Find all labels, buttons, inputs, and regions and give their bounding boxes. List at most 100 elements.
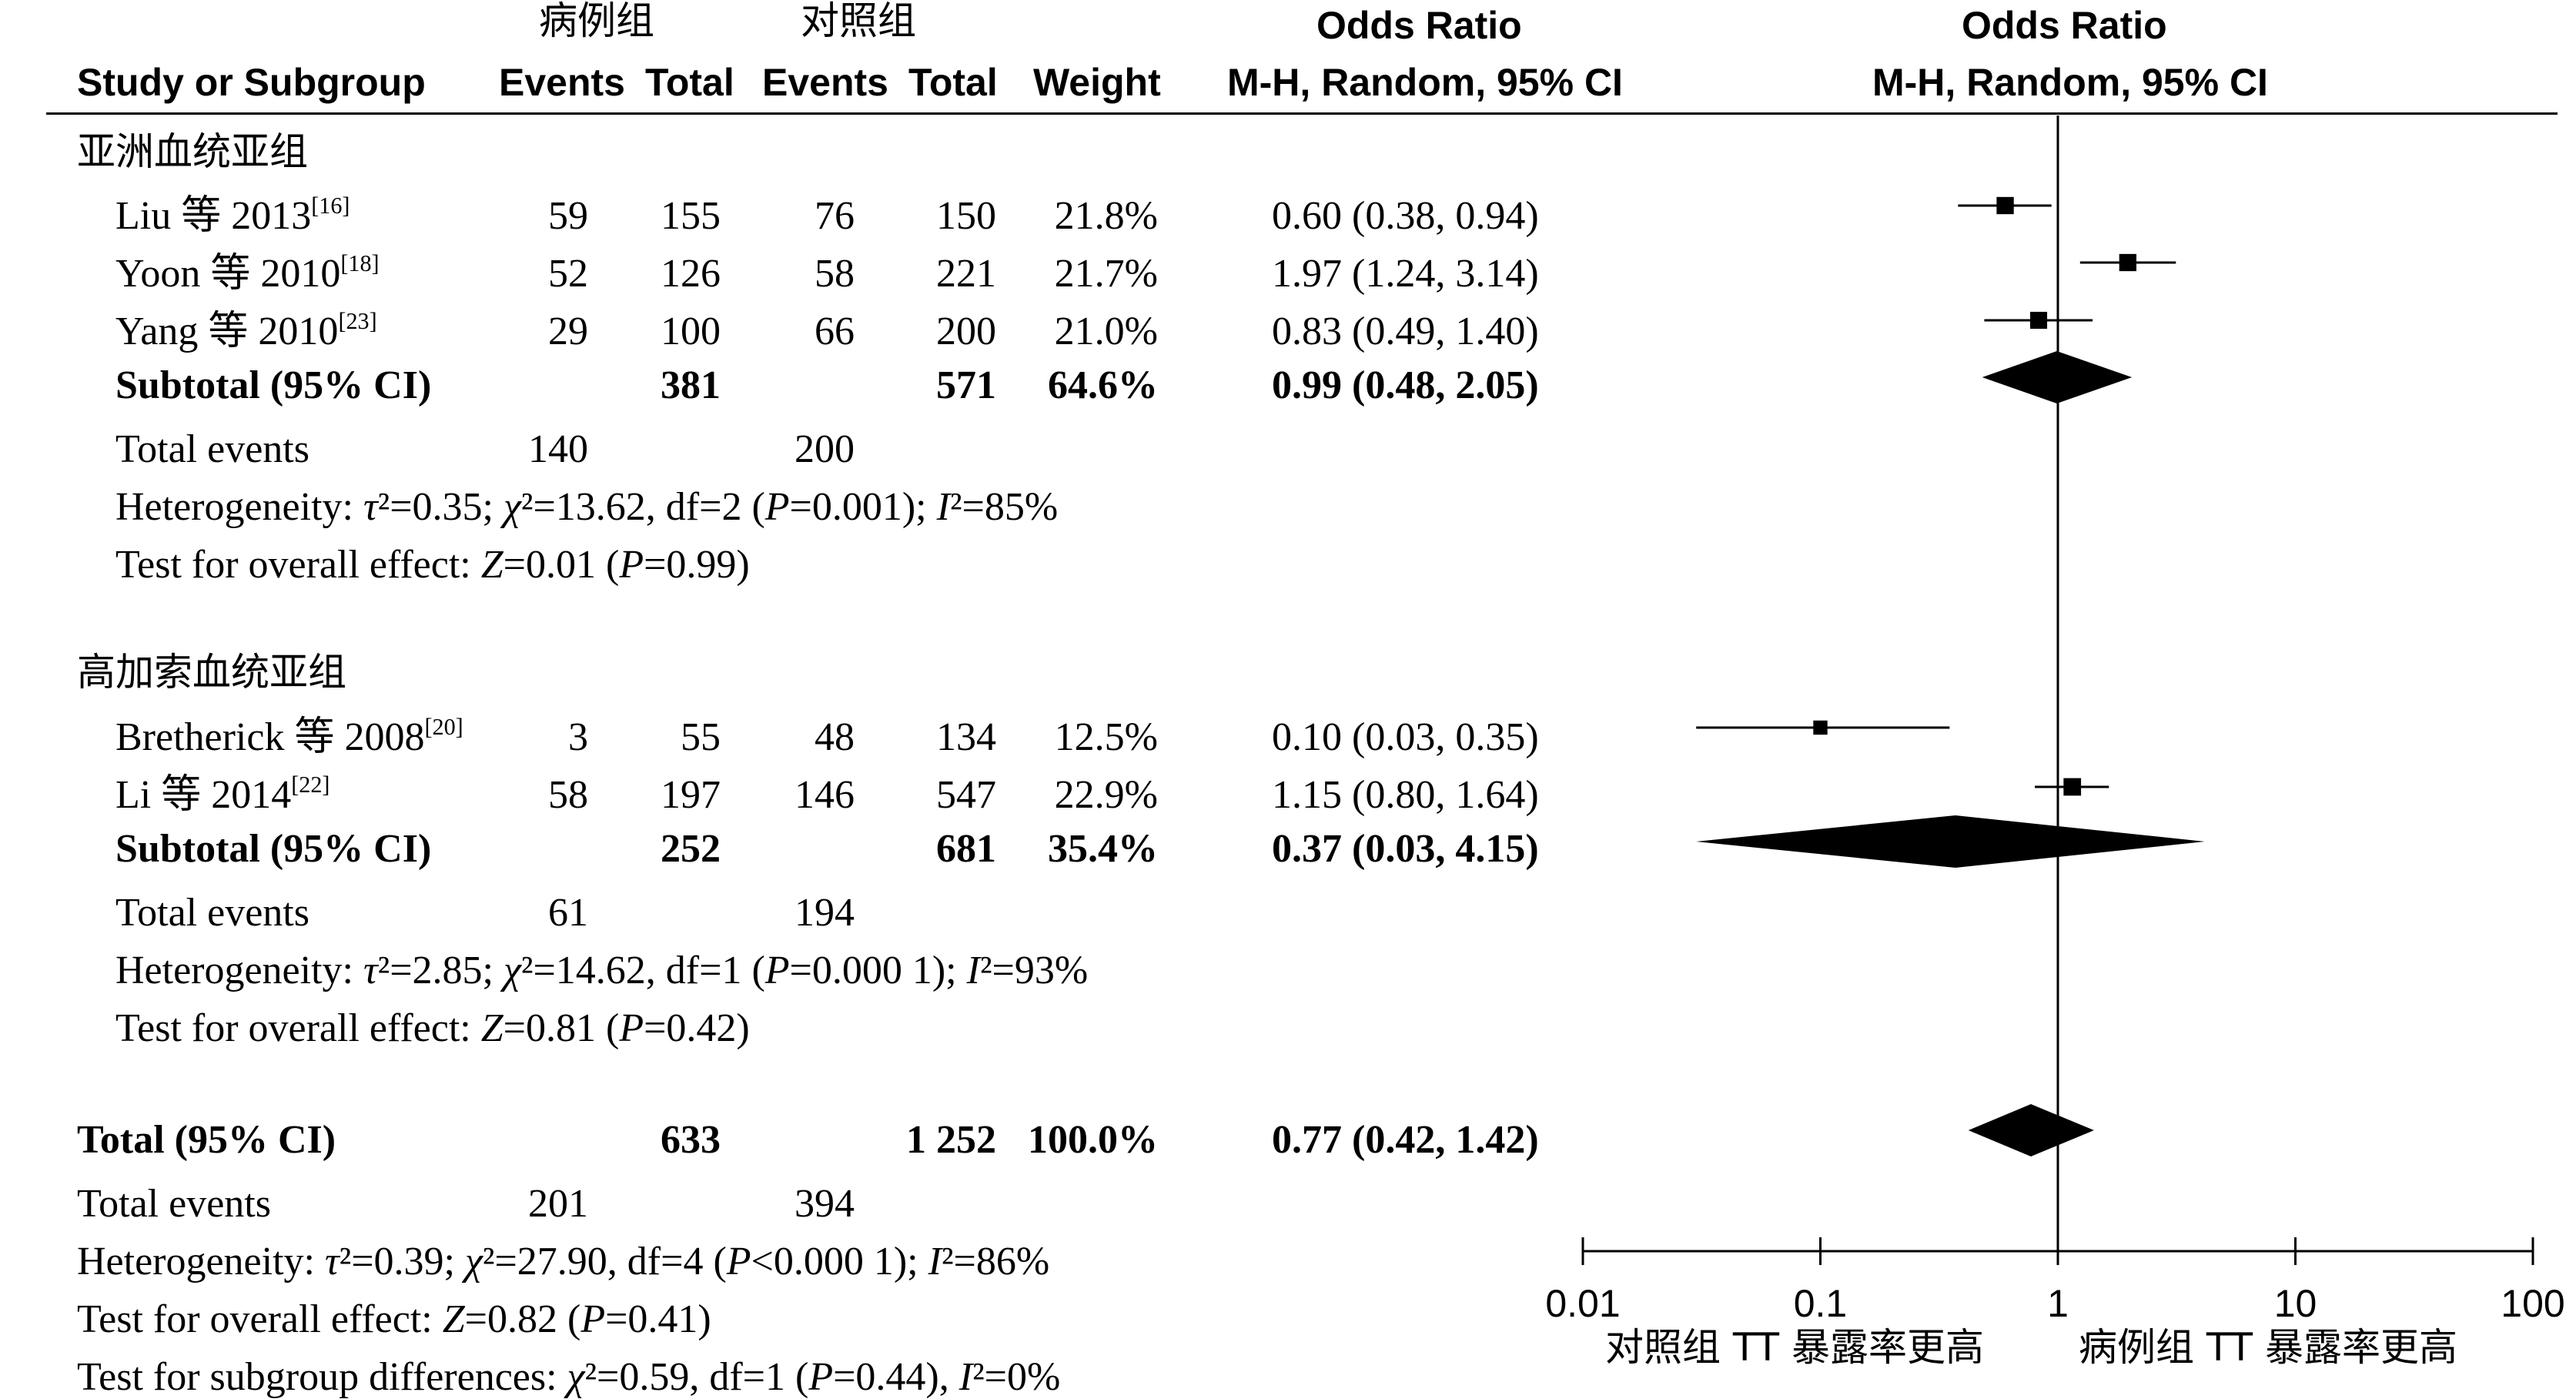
case-total-header: Total — [645, 61, 734, 104]
or-ci: 0.83 (0.49, 1.40) — [1272, 310, 1539, 353]
ctrl-events: 76 — [815, 194, 855, 238]
subtotal-weight: 35.4% — [1048, 827, 1158, 871]
subtotal-or-ci: 0.99 (0.48, 2.05) — [1272, 363, 1539, 407]
ctrl-events: 66 — [815, 310, 855, 353]
subgroup-title-caucasian: 高加索血统亚组 — [77, 650, 346, 694]
ctrl-total-header: Total — [908, 61, 998, 104]
subtotal-ctrl-total: 681 — [936, 827, 996, 871]
weight: 12.5% — [1054, 715, 1158, 759]
case-events: 29 — [548, 310, 588, 353]
case-events: 3 — [568, 715, 588, 759]
control-group-header: 对照组 — [801, 0, 916, 43]
ctrl-events: 146 — [795, 773, 855, 817]
weight: 21.8% — [1054, 194, 1158, 238]
total-weight: 100.0% — [1028, 1118, 1158, 1162]
total-events-ctrl: 194 — [795, 891, 855, 935]
case-total: 155 — [661, 194, 721, 238]
x-tick-label: 10 — [2274, 1282, 2317, 1325]
x-tick-label: 0.1 — [1794, 1282, 1848, 1325]
case-events: 58 — [548, 773, 588, 817]
or-title-table: Odds Ratio — [1316, 4, 1522, 47]
study-name: Liu 等 2013[16] — [115, 192, 350, 238]
or-ci: 1.15 (0.80, 1.64) — [1272, 773, 1539, 817]
overall-effect-text: Test for overall effect: Z=0.01 (P=0.99) — [115, 543, 750, 587]
total-events-case: 61 — [548, 891, 588, 935]
ctrl-total: 150 — [936, 194, 996, 238]
total-events-ctrl: 200 — [795, 427, 855, 471]
weight-header: Weight — [1033, 61, 1161, 104]
or-method-table: M-H, Random, 95% CI — [1227, 61, 1623, 104]
or-ci: 0.10 (0.03, 0.35) — [1272, 715, 1539, 759]
header-rule — [46, 112, 2558, 115]
ctrl-total: 547 — [936, 773, 996, 817]
ctrl-total: 200 — [936, 310, 996, 353]
x-axis-ticks: 0.01 0.1 1 10 100 — [1545, 1237, 2565, 1325]
total-label: Total (95% CI) — [77, 1118, 336, 1162]
study-name: Yoon 等 2010[18] — [115, 250, 380, 296]
subtotal-case-total: 252 — [661, 827, 721, 871]
heterogeneity-text: Heterogeneity: τ²=2.85; χ²=14.62, df=1 (… — [115, 949, 1089, 992]
weight: 22.9% — [1054, 773, 1158, 817]
total-events-ctrl: 394 — [795, 1182, 855, 1226]
ctrl-events-header: Events — [762, 61, 888, 104]
ctrl-total: 134 — [936, 715, 996, 759]
case-total: 126 — [661, 252, 721, 296]
weight: 21.0% — [1054, 310, 1158, 353]
case-total: 100 — [661, 310, 721, 353]
x-tick-label: 1 — [2047, 1282, 2069, 1325]
total-events-case: 201 — [528, 1182, 588, 1226]
total-case-total: 633 — [661, 1118, 721, 1162]
subgroup-difference-text: Test for subgroup differences: χ²=0.59, … — [77, 1355, 1061, 1399]
pooled-diamond — [1968, 1104, 2094, 1156]
subtotal-label: Subtotal (95% CI) — [115, 363, 432, 407]
ctrl-events: 58 — [815, 252, 855, 296]
or-method-plot: M-H, Random, 95% CI — [1872, 61, 2268, 104]
overall-effect-text: Test for overall effect: Z=0.81 (P=0.42) — [115, 1006, 750, 1050]
total-events-label: Total events — [77, 1182, 271, 1226]
case-total: 197 — [661, 773, 721, 817]
total-or-ci: 0.77 (0.42, 1.42) — [1272, 1118, 1539, 1162]
study-name: Bretherick 等 2008[20] — [115, 714, 463, 759]
point-estimate-square — [2030, 311, 2048, 330]
study-column-header: Study or Subgroup — [77, 61, 426, 104]
subtotal-label: Subtotal (95% CI) — [115, 827, 432, 871]
case-events: 59 — [548, 194, 588, 238]
x-tick-label: 0.01 — [1545, 1282, 1620, 1325]
ctrl-total: 221 — [936, 252, 996, 296]
x-tick-label: 100 — [2501, 1282, 2564, 1325]
case-events: 52 — [548, 252, 588, 296]
point-estimate-square — [2063, 778, 2082, 796]
point-estimate-square — [1813, 720, 1828, 735]
total-events-label: Total events — [115, 427, 309, 471]
total-events-label: Total events — [115, 891, 309, 935]
subtotal-case-total: 381 — [661, 363, 721, 407]
case-group-header: 病例组 — [539, 0, 654, 43]
case-events-header: Events — [499, 61, 625, 104]
subtotal-ctrl-total: 571 — [936, 363, 996, 407]
subtotal-weight: 64.6% — [1048, 363, 1158, 407]
x-axis-left-label: 对照组 TT 暴露率更高 — [1605, 1325, 1984, 1370]
subgroup-title-asian: 亚洲血统亚组 — [77, 129, 308, 174]
heterogeneity-text: Heterogeneity: τ²=0.39; χ²=27.90, df=4 (… — [77, 1240, 1050, 1284]
total-events-case: 140 — [528, 427, 588, 471]
x-axis-right-label: 病例组 TT 暴露率更高 — [2079, 1325, 2457, 1370]
forest-marks — [1696, 196, 2205, 1156]
overall-effect-text: Test for overall effect: Z=0.82 (P=0.41) — [77, 1297, 711, 1341]
point-estimate-square — [2119, 253, 2136, 272]
study-name: Li 等 2014[22] — [115, 771, 330, 817]
ctrl-events: 48 — [815, 715, 855, 759]
case-total: 55 — [681, 715, 721, 759]
pooled-diamond — [1696, 815, 2205, 868]
weight: 21.7% — [1054, 252, 1158, 296]
study-name: Yang 等 2010[23] — [115, 308, 377, 353]
pooled-diamond — [1982, 351, 2133, 403]
heterogeneity-text: Heterogeneity: τ²=0.35; χ²=13.62, df=2 (… — [115, 485, 1059, 529]
or-ci: 1.97 (1.24, 3.14) — [1272, 252, 1539, 296]
or-title-plot: Odds Ratio — [1962, 4, 2167, 47]
subtotal-or-ci: 0.37 (0.03, 4.15) — [1272, 827, 1539, 871]
point-estimate-square — [1996, 196, 2014, 215]
total-ctrl-total: 1 252 — [906, 1118, 996, 1162]
or-ci: 0.60 (0.38, 0.94) — [1272, 194, 1539, 238]
